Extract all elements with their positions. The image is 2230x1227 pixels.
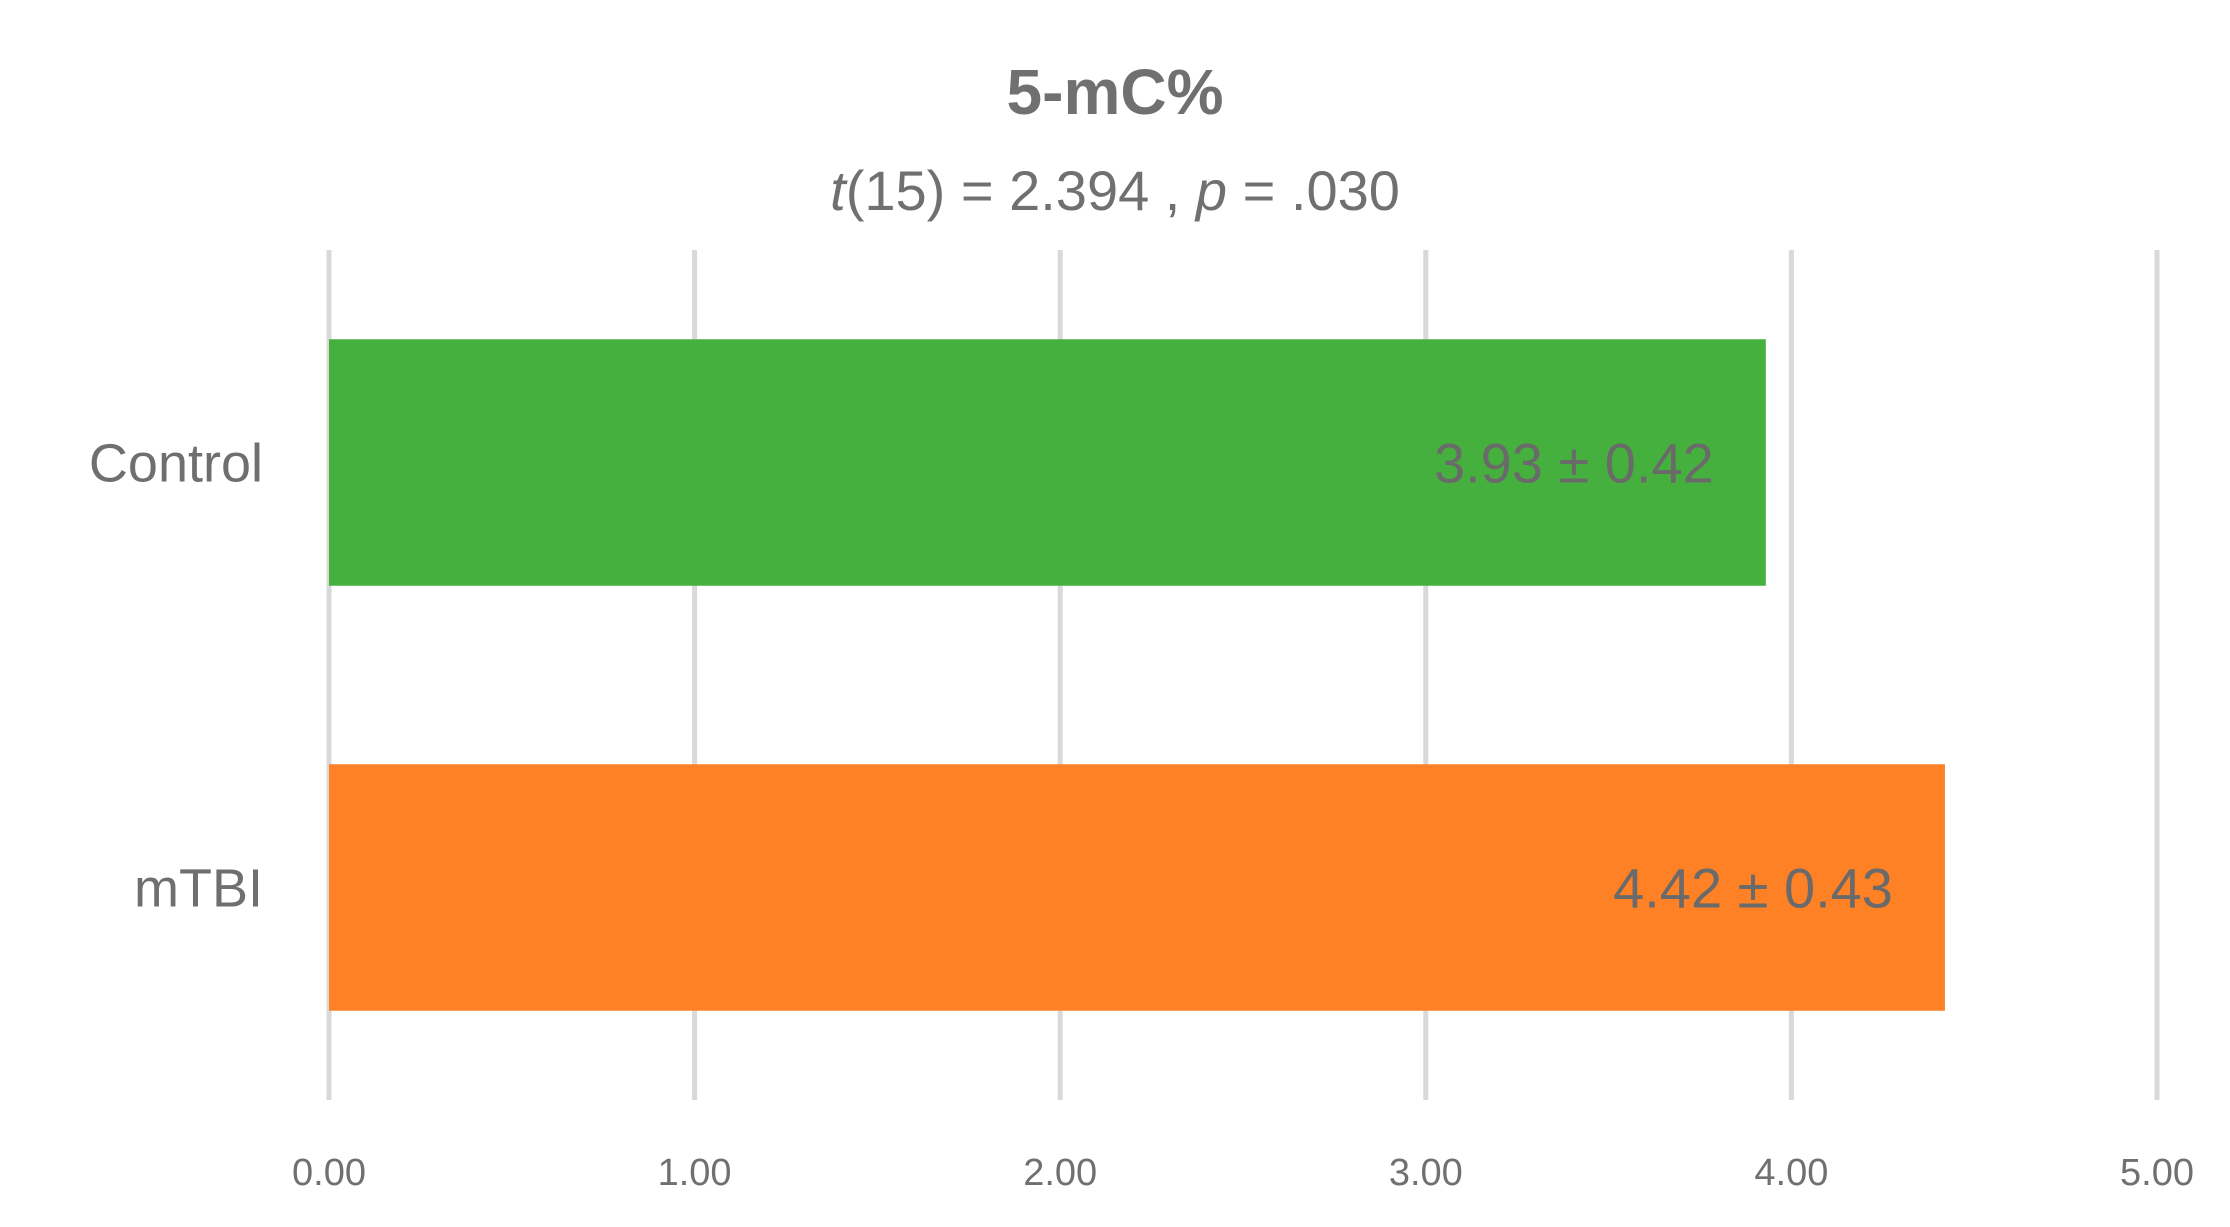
data-labels: 3.93 ± 0.42 4.42 ± 0.43 — [1434, 432, 1893, 920]
x-tick-label: 5.00 — [2120, 1152, 2194, 1194]
x-tick-label: 0.00 — [292, 1152, 366, 1194]
data-label-control: 3.93 ± 0.42 — [1434, 432, 1714, 495]
x-tick-label: 3.00 — [1389, 1152, 1463, 1194]
p-value-value: = .030 — [1227, 159, 1400, 222]
p-value-symbol: p — [1195, 159, 1228, 222]
t-statistic-symbol: t — [830, 159, 846, 222]
data-label-mtbi: 4.42 ± 0.43 — [1613, 857, 1893, 920]
chart-subtitle: t(15) = 2.394 , p = .030 — [0, 158, 2230, 223]
tick-labels: 0.00 1.00 2.00 3.00 4.00 5.00 — [292, 1152, 2194, 1194]
category-label-control: Control — [89, 434, 263, 494]
category-labels: Control mTBI — [89, 434, 263, 919]
bar-control — [329, 339, 1766, 586]
x-tick-label: 2.00 — [1023, 1152, 1097, 1194]
bar-mtbi — [329, 764, 1945, 1011]
x-tick-label: 4.00 — [1754, 1152, 1828, 1194]
chart-title: 5-mC% — [1006, 56, 1224, 128]
bars — [329, 339, 1945, 1011]
x-tick-label: 1.00 — [658, 1152, 732, 1194]
category-label-mtbi: mTBI — [134, 859, 263, 919]
t-statistic-value: (15) = 2.394 , — [845, 159, 1196, 222]
